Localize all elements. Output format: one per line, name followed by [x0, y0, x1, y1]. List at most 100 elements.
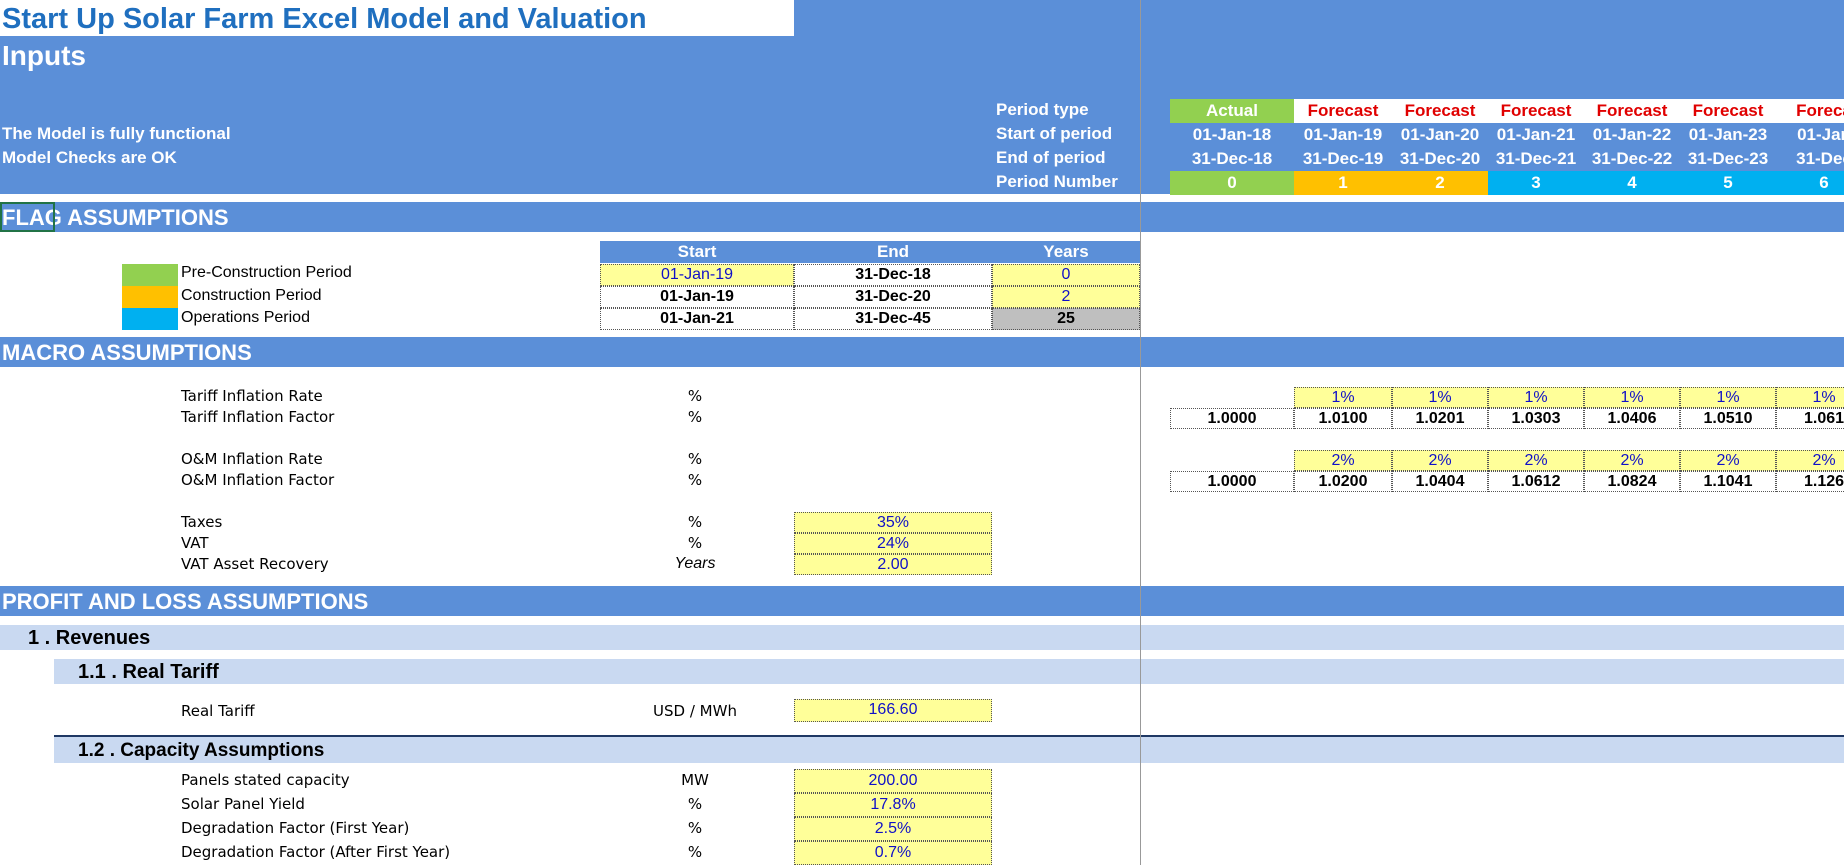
operations-years[interactable]: 25: [992, 308, 1140, 330]
period-start-cell[interactable]: 01-Jan-21: [1496, 125, 1576, 144]
construction-start[interactable]: 01-Jan-19: [600, 286, 794, 308]
capacity-input[interactable]: 200.00: [794, 769, 992, 793]
capacity-input[interactable]: 17.8%: [794, 793, 992, 817]
tariff-factor-cell[interactable]: 1.0000: [1170, 408, 1294, 429]
capacity-unit: %: [687, 843, 703, 861]
period-end-cell[interactable]: 31-Dec: [1796, 149, 1844, 168]
tariff-factor-cell[interactable]: 1.0201: [1392, 408, 1488, 429]
period-start-cell[interactable]: 01-Jan-23: [1688, 125, 1768, 144]
period-type-cell[interactable]: Forecast: [1294, 99, 1392, 123]
tariff-factor-cell[interactable]: 1.0510: [1680, 408, 1776, 429]
period-end-cell[interactable]: 31-Dec-18: [1191, 149, 1273, 168]
tariff-factor-cell[interactable]: 1.0406: [1584, 408, 1680, 429]
period-type-cell[interactable]: Forecast: [1680, 99, 1776, 123]
period-number-cell[interactable]: 1: [1294, 171, 1392, 195]
tariff-rate-cell[interactable]: 1%: [1294, 387, 1392, 408]
om-factor-cell[interactable]: 1.0824: [1584, 471, 1680, 492]
unit-vat-recovery: Years: [674, 555, 716, 572]
period-end-cell[interactable]: 31-Dec-20: [1399, 149, 1481, 168]
label-preconstruction: Pre-Construction Period: [181, 264, 352, 281]
capacity-label: Panels stated capacity: [181, 771, 350, 789]
tariff-factor-cell[interactable]: 1.061: [1776, 408, 1844, 429]
period-type-cell[interactable]: Forecast: [1392, 99, 1488, 123]
preconstruction-end[interactable]: 31-Dec-18: [794, 264, 992, 286]
label-construction: Construction Period: [181, 287, 322, 304]
om-rate-cell[interactable]: 2%: [1776, 450, 1844, 471]
period-type-cell[interactable]: Actual: [1170, 99, 1294, 123]
period-start-cell[interactable]: 01-Jan-19: [1303, 125, 1383, 144]
vat-input[interactable]: 24%: [794, 533, 992, 554]
page-title: Start Up Solar Farm Excel Model and Valu…: [0, 0, 794, 36]
operations-start[interactable]: 01-Jan-21: [600, 308, 794, 330]
period-number-cell[interactable]: 4: [1584, 171, 1680, 195]
om-factor-cell[interactable]: 1.126: [1776, 471, 1844, 492]
period-number-cell[interactable]: 5: [1680, 171, 1776, 195]
taxes-input[interactable]: 35%: [794, 512, 992, 533]
label-real-tariff: Real Tariff: [181, 702, 255, 720]
unit-tariff-factor: %: [687, 408, 703, 426]
period-start-cell[interactable]: 01-Jan-22: [1592, 125, 1672, 144]
period-number-cell[interactable]: 3: [1488, 171, 1584, 195]
tariff-factor-cell[interactable]: 1.0100: [1294, 408, 1392, 429]
capacity-input[interactable]: 2.5%: [794, 817, 992, 841]
real-tariff-input[interactable]: 166.60: [794, 699, 992, 722]
period-start-cell[interactable]: 01-Jan: [1797, 125, 1844, 144]
flag-header-end: End: [794, 241, 992, 263]
period-number-cell[interactable]: 6: [1776, 171, 1844, 195]
subsection-real-tariff: 1.1 . Real Tariff: [54, 659, 1844, 684]
section-flag-assumptions: FLAG ASSUMPTIONS: [0, 202, 1844, 232]
status-checks: Model Checks are OK: [2, 148, 177, 167]
selected-cell-indicator[interactable]: [0, 202, 55, 232]
swatch-construction: [122, 286, 178, 308]
period-start-cell[interactable]: 01-Jan-18: [1192, 125, 1272, 144]
construction-years[interactable]: 2: [992, 286, 1140, 308]
tariff-rate-cell[interactable]: 1%: [1680, 387, 1776, 408]
period-start-cell[interactable]: 01-Jan-20: [1400, 125, 1480, 144]
om-rate-cell[interactable]: 2%: [1294, 450, 1392, 471]
om-rate-cell[interactable]: 2%: [1584, 450, 1680, 471]
operations-end[interactable]: 31-Dec-45: [794, 308, 992, 330]
om-rate-cell[interactable]: 2%: [1392, 450, 1488, 471]
tariff-rate-cell[interactable]: 1%: [1776, 387, 1844, 408]
unit-tariff-rate: %: [687, 387, 703, 405]
period-start-label: Start of period: [996, 124, 1113, 143]
capacity-unit: %: [687, 795, 703, 813]
flag-header-years: Years: [992, 241, 1140, 263]
swatch-operations: [122, 308, 178, 330]
period-type-cell[interactable]: Foreca: [1776, 99, 1844, 123]
preconstruction-start[interactable]: 01-Jan-19: [600, 264, 794, 286]
label-om-inflation-factor: O&M Inflation Factor: [181, 471, 335, 489]
capacity-label: Solar Panel Yield: [181, 795, 305, 813]
subsection-capacity: 1.2 . Capacity Assumptions: [54, 737, 1844, 763]
om-factor-cell[interactable]: 1.1041: [1680, 471, 1776, 492]
om-rate-cell[interactable]: 2%: [1680, 450, 1776, 471]
om-factor-cell[interactable]: 1.0404: [1392, 471, 1488, 492]
om-factor-cell[interactable]: 1.0612: [1488, 471, 1584, 492]
construction-end[interactable]: 31-Dec-20: [794, 286, 992, 308]
label-tariff-inflation-rate: Tariff Inflation Rate: [181, 387, 323, 405]
om-factor-cell[interactable]: 1.0200: [1294, 471, 1392, 492]
label-om-inflation-rate: O&M Inflation Rate: [181, 450, 323, 468]
period-end-cell[interactable]: 31-Dec-23: [1687, 149, 1769, 168]
swatch-preconstruction: [122, 264, 178, 286]
section-profit-loss: PROFIT AND LOSS ASSUMPTIONS: [0, 586, 1844, 616]
tariff-rate-cell[interactable]: 1%: [1584, 387, 1680, 408]
unit-vat: %: [687, 534, 703, 552]
period-type-cell[interactable]: Forecast: [1488, 99, 1584, 123]
tariff-factor-cell[interactable]: 1.0303: [1488, 408, 1584, 429]
period-type-cell[interactable]: Forecast: [1584, 99, 1680, 123]
om-rate-cell[interactable]: 2%: [1488, 450, 1584, 471]
period-end-cell[interactable]: 31-Dec-21: [1495, 149, 1577, 168]
vat-recovery-input[interactable]: 2.00: [794, 554, 992, 575]
label-taxes: Taxes: [181, 513, 223, 531]
capacity-input[interactable]: 0.7%: [794, 841, 992, 865]
om-factor-cell[interactable]: 1.0000: [1170, 471, 1294, 492]
preconstruction-years[interactable]: 0: [992, 264, 1140, 286]
tariff-rate-cell[interactable]: 1%: [1488, 387, 1584, 408]
tariff-rate-cell[interactable]: 1%: [1392, 387, 1488, 408]
period-number-cell[interactable]: 0: [1170, 171, 1294, 195]
period-end-cell[interactable]: 31-Dec-19: [1302, 149, 1384, 168]
period-end-cell[interactable]: 31-Dec-22: [1591, 149, 1673, 168]
period-number-cell[interactable]: 2: [1392, 171, 1488, 195]
capacity-label: Degradation Factor (First Year): [181, 819, 410, 837]
